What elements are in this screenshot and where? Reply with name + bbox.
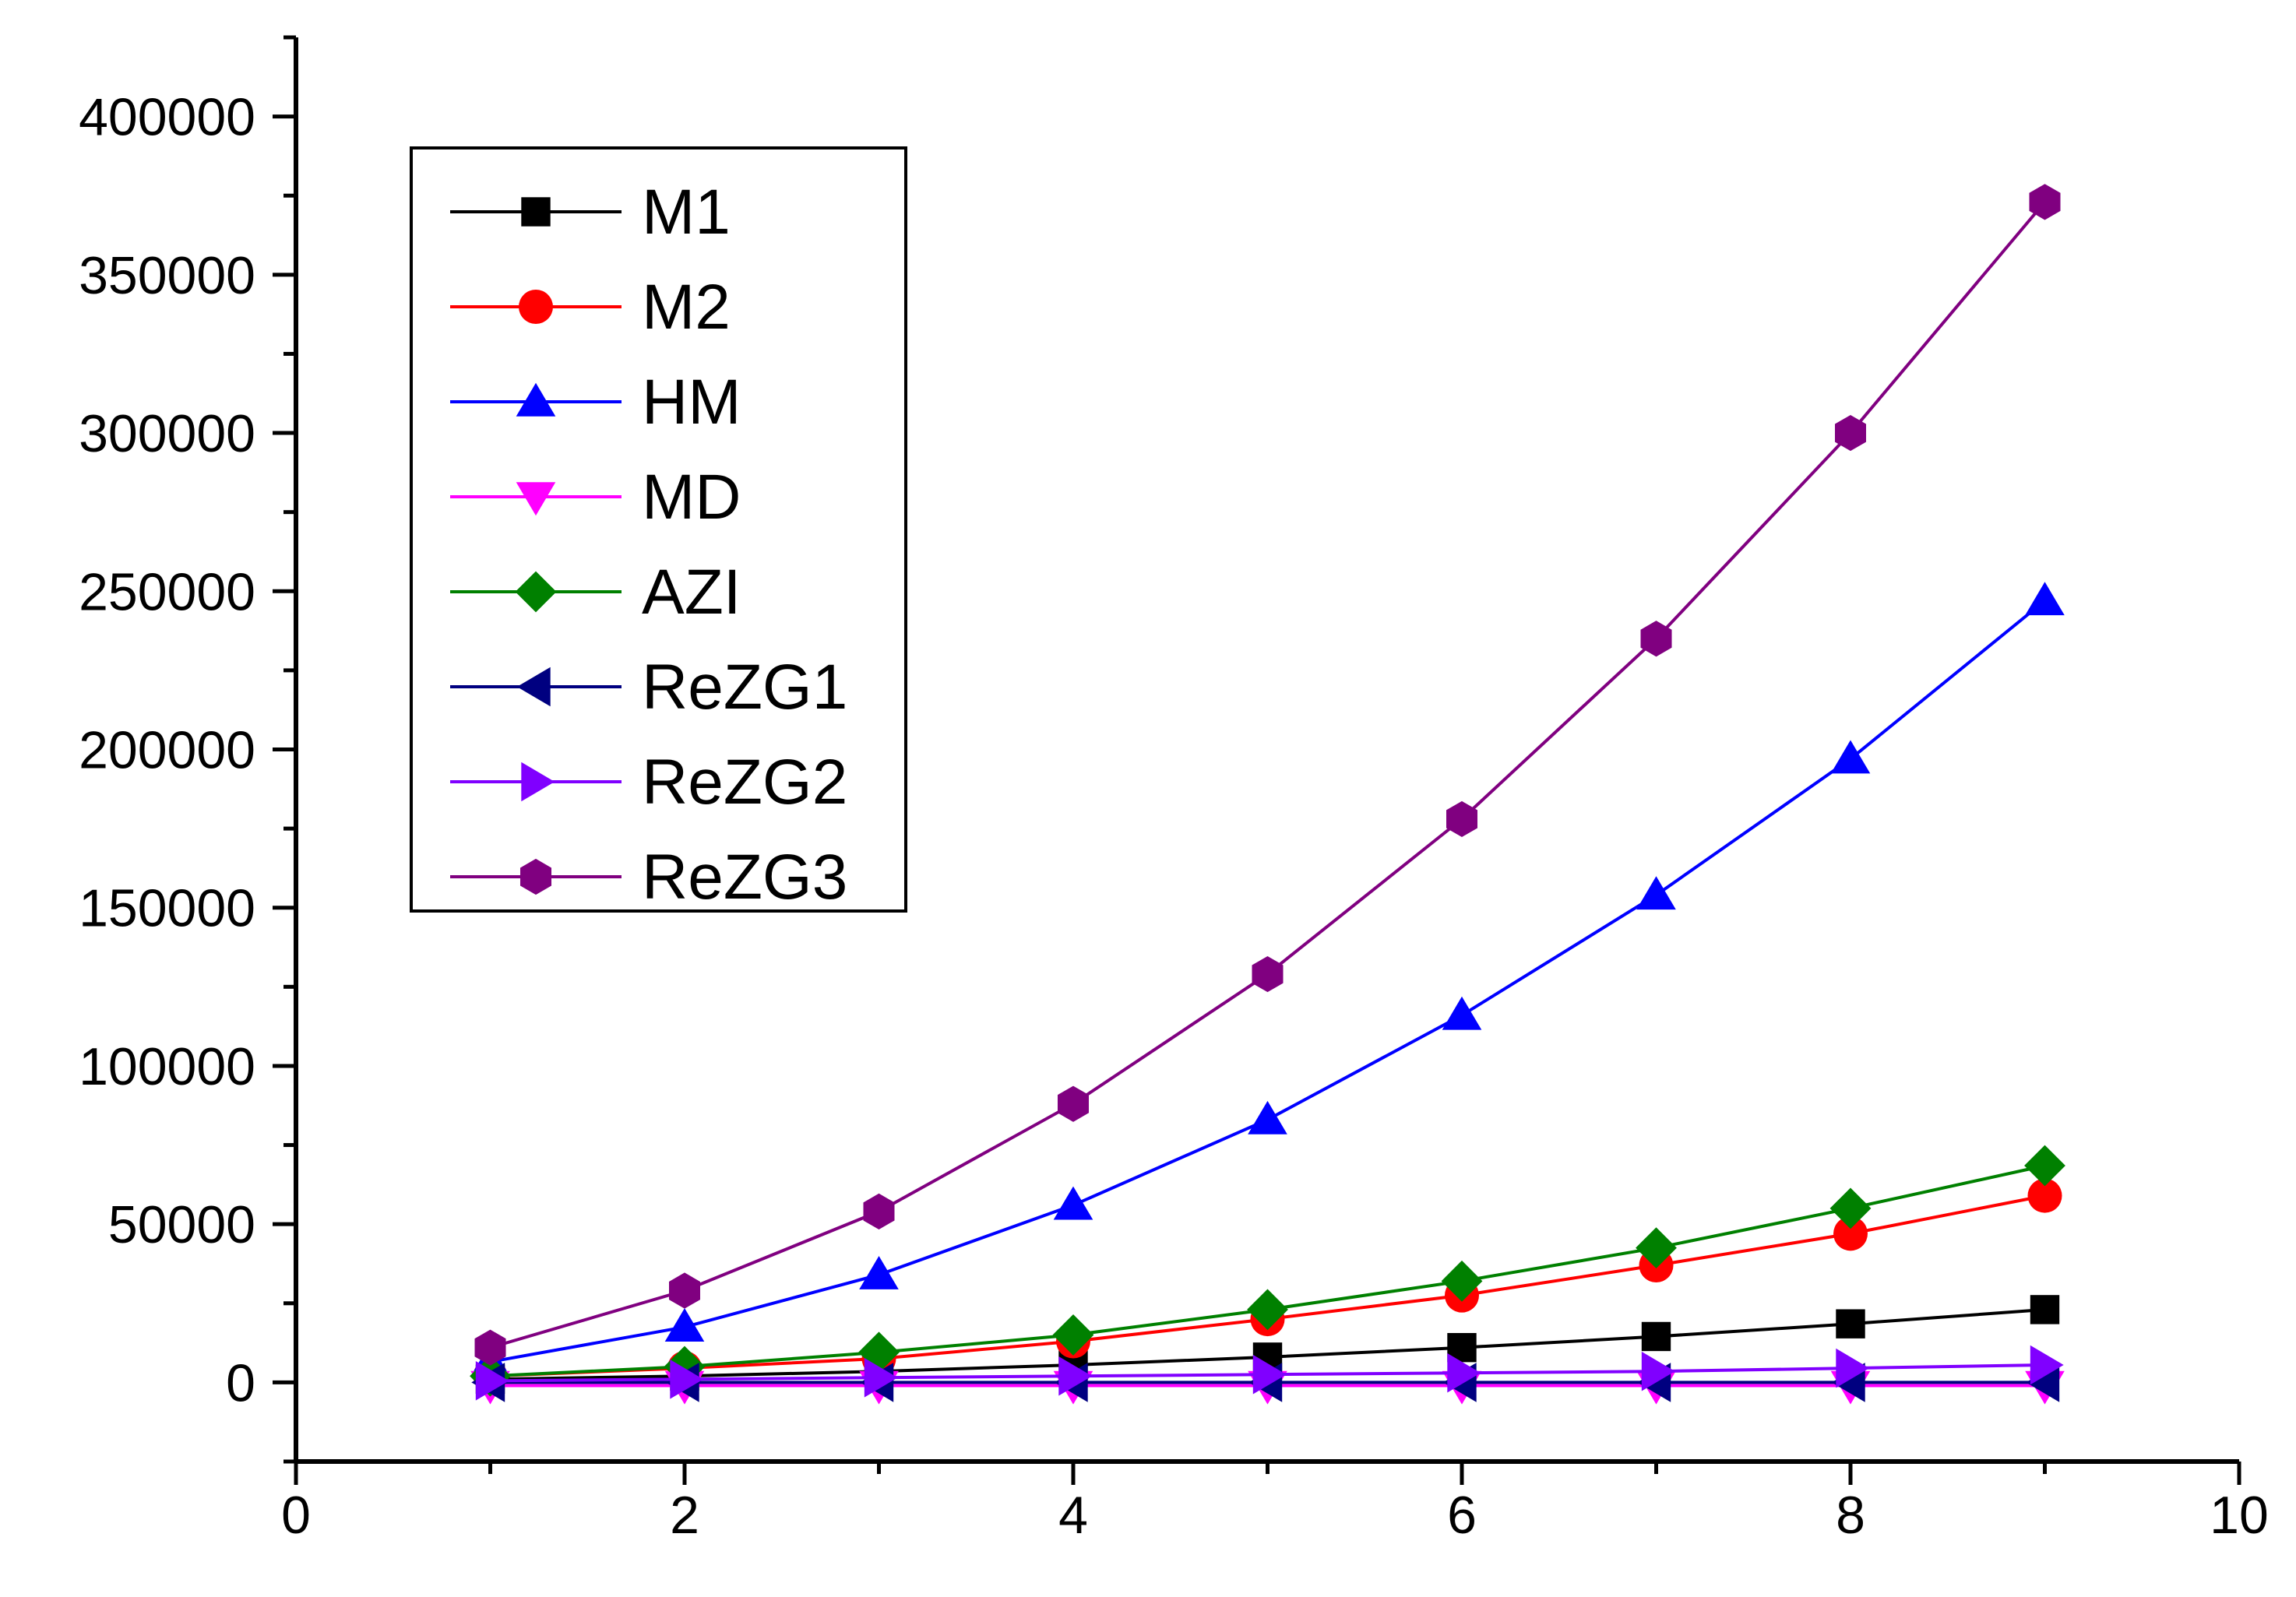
series-rezg2 <box>475 1345 2064 1401</box>
data-point-rezg2 <box>1641 1351 1675 1391</box>
data-point-rezg2 <box>1447 1353 1481 1393</box>
legend-label-rezg1: ReZG1 <box>642 652 847 723</box>
data-point-hm <box>1248 1100 1287 1134</box>
data-point-azi <box>2024 1145 2065 1187</box>
legend-label-azi: AZI <box>642 557 741 628</box>
x-tick-label: 0 <box>281 1486 311 1545</box>
data-point-rezg2 <box>670 1360 704 1399</box>
data-point-m1 <box>2030 1295 2060 1324</box>
data-point-rezg2 <box>1058 1356 1093 1396</box>
data-point-m1 <box>1641 1321 1671 1352</box>
data-point-hm <box>1636 876 1676 910</box>
x-tick-label: 2 <box>670 1486 699 1545</box>
legend-item-azi: AZI <box>450 557 741 628</box>
y-tick-label: 400000 <box>79 88 255 147</box>
data-point-rezg2 <box>475 1361 509 1401</box>
legend-item-md: MD <box>450 462 741 533</box>
data-point-hm <box>859 1255 899 1289</box>
legend-marker-md <box>516 482 556 516</box>
legend-label-md: MD <box>642 462 741 533</box>
y-tick-label: 0 <box>226 1353 255 1412</box>
legend-label-m2: M2 <box>642 272 731 343</box>
data-point-m1 <box>1836 1309 1865 1338</box>
axes: 0 2 4 6 8 10 0 50000 100000 150000 200000 250000 300… <box>79 35 2269 1545</box>
legend-marker-rezg3 <box>519 858 552 895</box>
x-tick-label: 10 <box>2210 1486 2269 1545</box>
legend-marker-hm <box>516 382 556 417</box>
data-point-azi <box>1247 1289 1288 1331</box>
data-point-rezg2 <box>1836 1348 1870 1388</box>
data-point-rezg3 <box>1640 621 1672 657</box>
data-point-rezg3 <box>1057 1085 1090 1122</box>
data-point-rezg3 <box>1252 955 1284 993</box>
data-point-hm <box>664 1308 705 1342</box>
data-point-rezg3 <box>863 1193 895 1230</box>
legend-item-m2: M2 <box>450 272 731 343</box>
data-point-rezg2 <box>2030 1345 2064 1385</box>
legend: M1 M2 HM MD AZI ReZG1 ReZG2 ReZG3 <box>410 146 907 913</box>
legend-marker-rezg2 <box>521 762 555 802</box>
data-point-hm <box>1053 1186 1093 1220</box>
legend-item-rezg2: ReZG2 <box>450 747 847 818</box>
data-point-hm <box>1830 740 1871 774</box>
y-tick-label: 350000 <box>79 246 255 305</box>
plot-area <box>470 184 2065 1405</box>
y-tick-label: 250000 <box>79 562 255 621</box>
legend-marker-azi <box>515 571 557 613</box>
legend-marker-m1 <box>521 197 551 227</box>
x-tick-label: 4 <box>1058 1486 1088 1545</box>
data-point-rezg3 <box>668 1272 701 1309</box>
data-point-rezg2 <box>1252 1354 1287 1395</box>
y-tick-label: 150000 <box>79 879 255 938</box>
x-tick-label: 6 <box>1447 1486 1477 1545</box>
legend-item-rezg3: ReZG3 <box>450 842 847 913</box>
data-point-azi <box>1052 1314 1094 1356</box>
data-point-azi <box>1829 1187 1872 1229</box>
legend-label-m1: M1 <box>642 177 731 248</box>
legend-label-hm: HM <box>642 367 741 438</box>
x-tick-label: 8 <box>1836 1486 1865 1545</box>
data-point-azi <box>1636 1227 1677 1269</box>
legend-label-rezg3: ReZG3 <box>642 842 847 913</box>
series-rezg3 <box>474 184 2061 1366</box>
legend-item-m1: M1 <box>450 177 731 248</box>
data-point-m2 <box>2027 1178 2062 1213</box>
y-tick-label: 300000 <box>79 404 255 463</box>
data-point-rezg3 <box>474 1329 506 1366</box>
y-tick-label: 50000 <box>108 1195 255 1254</box>
legend-item-hm: HM <box>450 367 741 438</box>
legend-marker-m2 <box>519 290 553 324</box>
legend-label-rezg2: ReZG2 <box>642 747 847 818</box>
data-point-rezg3 <box>1834 414 1867 452</box>
data-point-hm <box>1442 996 1482 1030</box>
legend-box <box>410 146 907 913</box>
data-point-rezg3 <box>2029 184 2061 220</box>
data-point-rezg1 <box>2026 1363 2060 1402</box>
data-point-m2 <box>1833 1216 1868 1251</box>
data-point-rezg3 <box>1446 800 1478 838</box>
legend-marker-rezg1 <box>516 667 551 707</box>
legend-item-rezg1: ReZG1 <box>450 652 847 723</box>
y-tick-label: 100000 <box>79 1037 255 1096</box>
data-point-hm <box>2025 582 2065 616</box>
data-point-rezg2 <box>864 1357 898 1398</box>
y-tick-label: 200000 <box>79 721 255 780</box>
data-point-azi <box>1441 1260 1483 1302</box>
